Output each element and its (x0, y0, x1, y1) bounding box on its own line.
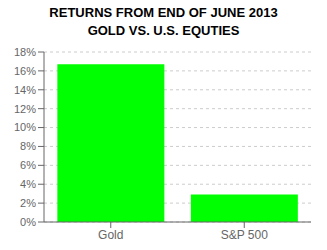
svg-text:10%: 10% (14, 121, 36, 133)
svg-text:2%: 2% (20, 197, 36, 209)
svg-text:S&P 500: S&P 500 (221, 228, 268, 242)
svg-text:4%: 4% (20, 178, 36, 190)
svg-text:16%: 16% (14, 65, 36, 77)
svg-text:18%: 18% (14, 46, 36, 58)
svg-text:14%: 14% (14, 84, 36, 96)
svg-text:6%: 6% (20, 159, 36, 171)
html-text:GOLD VS. U.S. EQUTIES: GOLD VS. U.S. EQUTIES (87, 23, 240, 38)
svg-text:0%: 0% (20, 216, 36, 228)
html-text:RETURNS FROM END OF JUNE 2013: RETURNS FROM END OF JUNE 2013 (49, 5, 278, 20)
svg-text:Gold: Gold (98, 228, 123, 242)
svg-text:8%: 8% (20, 140, 36, 152)
svg-text:12%: 12% (14, 103, 36, 115)
